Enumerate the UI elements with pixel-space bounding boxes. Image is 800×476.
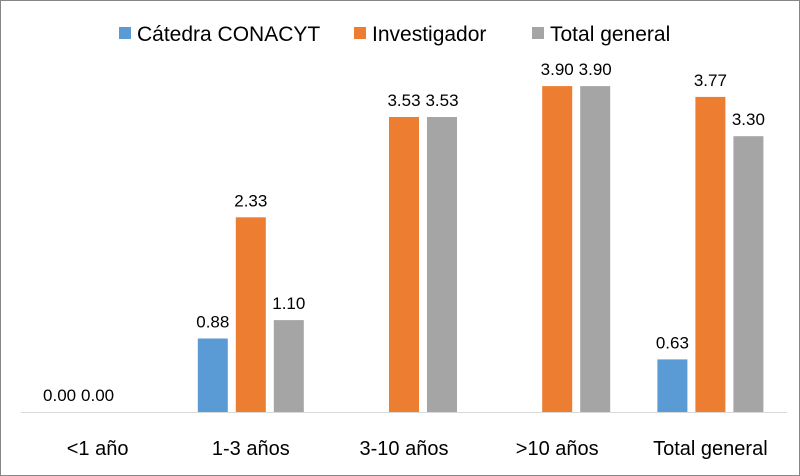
- legend-label-total-general: Total general: [550, 23, 670, 46]
- x-tick-label-3-10-a-os: 3-10 años: [360, 438, 449, 460]
- data-label-c-tedra-conacyt-1-3-a-os: 0.88: [196, 313, 229, 332]
- legend-label-investigador: Investigador: [372, 23, 486, 46]
- bar-c-tedra-conacyt-1-3-a-os: [197, 338, 228, 412]
- data-label-investigador-10-a-os: 3.90: [541, 60, 574, 79]
- legend-swatch-c-tedra-conacyt: [119, 27, 131, 39]
- bar-investigador-1-3-a-os: [235, 217, 266, 412]
- data-label-investigador-total-general: 3.77: [694, 71, 727, 90]
- bar-investigador-total-general: [695, 96, 726, 413]
- data-label-total-general-10-a-os: 3.90: [579, 60, 612, 79]
- data-label-c-tedra-conacyt-1-a-o: 0.00: [43, 386, 76, 405]
- x-tick-label-1-3-a-os: 1-3 años: [212, 438, 290, 460]
- x-tick-label-10-a-os: >10 años: [516, 438, 599, 460]
- data-label-total-general-3-10-a-os: 3.53: [425, 91, 458, 110]
- bar-total-general-3-10-a-os: [427, 117, 457, 412]
- x-axis-tick-labels: <1 año 1-3 años 3-10 años >10 años Total gen…: [67, 438, 768, 460]
- legend-swatch-total-general: [532, 27, 544, 39]
- legend-label-c-tedra-conacyt: Cátedra CONACYT: [137, 23, 320, 46]
- bar-investigador-10-a-os: [542, 86, 573, 412]
- bar-total-general-total-general: [733, 136, 764, 412]
- data-label-c-tedra-conacyt-total-general: 0.63: [656, 333, 689, 352]
- data-label-investigador-1-3-a-os: 2.33: [234, 191, 267, 210]
- bar-c-tedra-conacyt-total-general: [657, 359, 688, 412]
- bar-total-general-1-3-a-os: [273, 320, 304, 412]
- bars-layer: [197, 86, 764, 413]
- x-tick-label-total-general: Total general: [653, 438, 768, 460]
- chart-legend: Cátedra CONACYT Investigador Total general: [119, 23, 670, 46]
- data-labels-layer: 0.00 0.00 0.88 2.33 1.10 3.53 3.53 3.90 3.90 0.63…: [43, 60, 765, 405]
- legend-swatch-investigador: [354, 27, 366, 39]
- bar-investigador-3-10-a-os: [389, 117, 419, 412]
- bar-total-general-10-a-os: [580, 86, 611, 412]
- data-label-investigador-1-a-o: 0.00: [81, 386, 114, 405]
- data-label-total-general-1-3-a-os: 1.10: [272, 294, 305, 313]
- data-label-total-general-total-general: 3.30: [732, 110, 765, 129]
- x-tick-label-1-a-o: <1 año: [67, 438, 129, 460]
- data-label-investigador-3-10-a-os: 3.53: [387, 91, 420, 110]
